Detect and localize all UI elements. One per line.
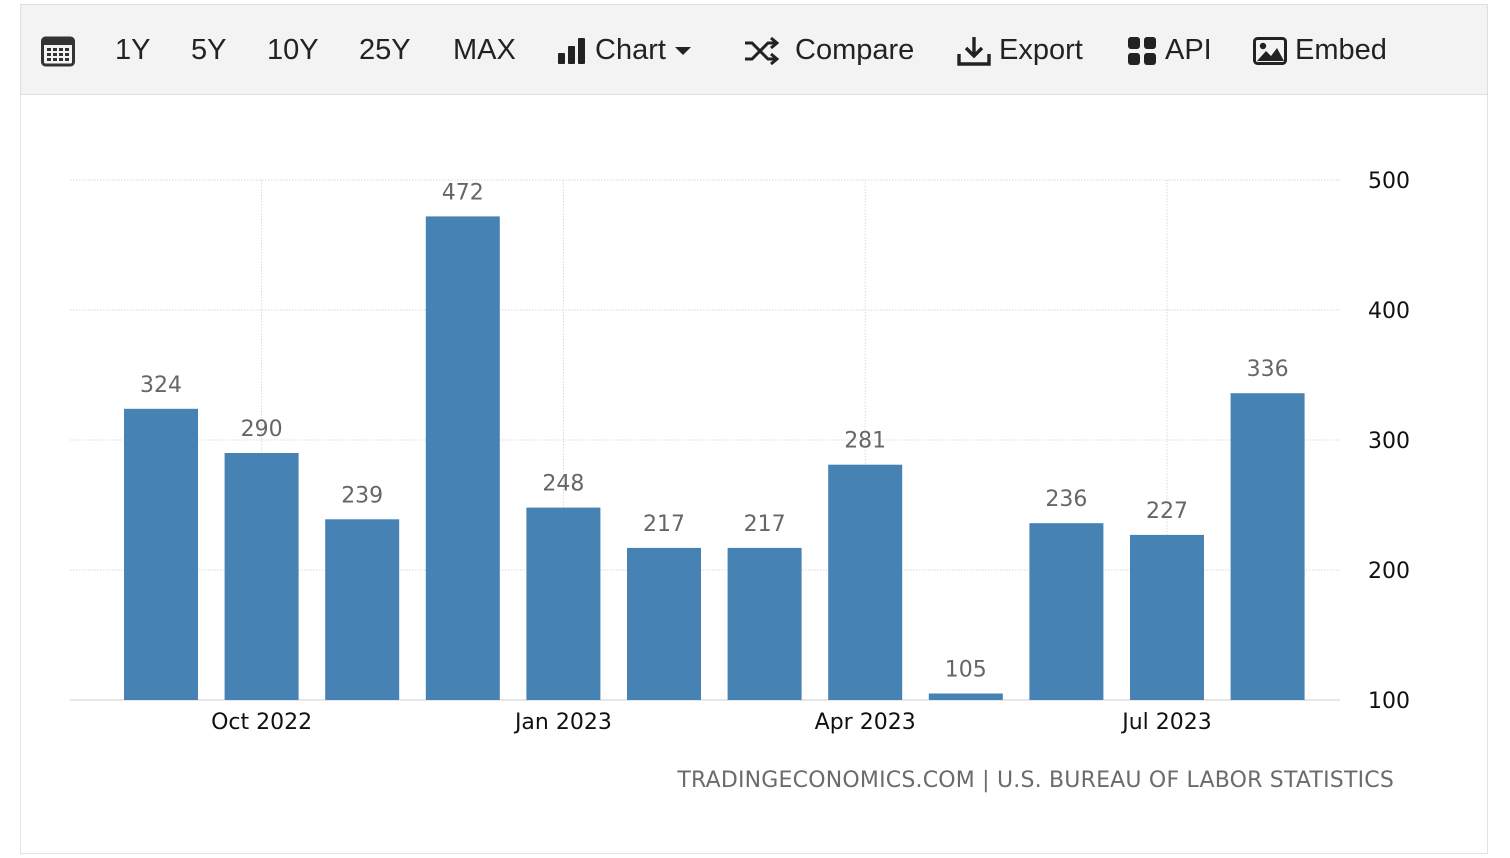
data-label: 248 <box>542 472 584 497</box>
bar <box>224 453 299 700</box>
bar <box>1230 393 1305 700</box>
compare-button[interactable]: Compare <box>743 5 914 96</box>
data-label: 472 <box>442 180 484 205</box>
data-label: 217 <box>643 512 685 537</box>
compare-label: Compare <box>795 34 915 66</box>
caret-down-icon <box>674 46 691 55</box>
data-label: 227 <box>1146 499 1188 524</box>
bar <box>124 408 198 700</box>
embed-label: Embed <box>1295 34 1387 66</box>
data-label: 217 <box>744 512 786 537</box>
data-label: 281 <box>844 429 886 454</box>
data-label: 105 <box>945 658 987 683</box>
bar <box>727 547 802 700</box>
export-label: Export <box>999 34 1083 66</box>
range-5y-button[interactable]: 5Y <box>191 34 227 66</box>
chart-type-button[interactable]: Chart <box>557 5 692 96</box>
x-tick-label: Apr 2023 <box>815 710 916 735</box>
bar <box>1130 534 1204 700</box>
export-button[interactable]: Export <box>957 5 1083 96</box>
calendar-icon <box>41 36 75 66</box>
x-tick-label: Oct 2022 <box>211 710 312 735</box>
embed-button[interactable]: Embed <box>1253 5 1387 96</box>
data-label: 236 <box>1045 487 1087 512</box>
data-label: 324 <box>140 373 182 398</box>
shuffle-icon <box>745 36 779 65</box>
bar <box>1029 523 1104 700</box>
data-label: 290 <box>241 417 283 442</box>
data-label: 239 <box>341 483 383 508</box>
range-10y-button[interactable]: 10Y <box>267 34 319 66</box>
range-25y-button[interactable]: 25Y <box>359 34 411 66</box>
bar-chart-icon <box>558 37 585 64</box>
y-tick-label: 400 <box>1368 299 1410 324</box>
x-tick-label: Jan 2023 <box>513 710 612 735</box>
api-label: API <box>1165 34 1212 66</box>
chart-source: TRADINGECONOMICS.COM | U.S. BUREAU OF LA… <box>677 768 1394 793</box>
bar <box>325 519 400 700</box>
range-1y-button[interactable]: 1Y <box>115 34 151 66</box>
bar <box>928 693 1003 700</box>
y-tick-label: 200 <box>1368 559 1410 584</box>
y-tick-label: 500 <box>1368 169 1410 194</box>
calendar-button[interactable] <box>41 5 75 96</box>
chart-toolbar: 1Y 5Y 10Y 25Y MAX Chart Compare <box>20 4 1488 95</box>
download-icon <box>957 36 991 66</box>
bar <box>627 547 701 700</box>
bar <box>526 507 601 700</box>
x-tick-label: Jul 2023 <box>1120 710 1212 735</box>
bar <box>828 464 903 700</box>
y-tick-label: 100 <box>1368 689 1410 714</box>
image-icon <box>1253 36 1287 65</box>
bar <box>425 216 500 700</box>
y-tick-label: 300 <box>1368 429 1410 454</box>
api-button[interactable]: API <box>1127 5 1212 96</box>
chart-type-label: Chart <box>595 34 666 66</box>
api-grid-icon <box>1128 36 1156 65</box>
range-max-button[interactable]: MAX <box>453 34 516 66</box>
data-label: 336 <box>1247 357 1289 382</box>
